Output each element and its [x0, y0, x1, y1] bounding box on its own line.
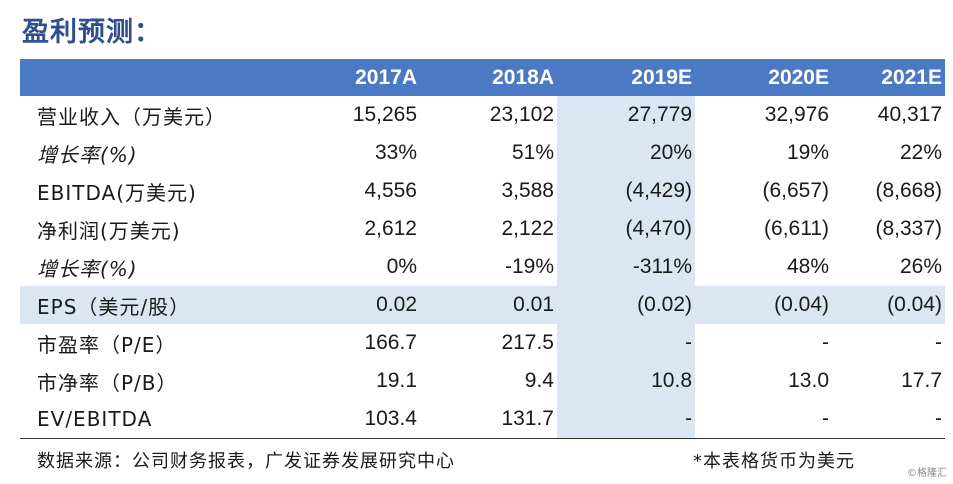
table-cell: 4,556 [364, 179, 417, 202]
table-cell: (6,611) [764, 217, 829, 240]
header-cell-label [20, 59, 295, 96]
row-label: EV/EBITDA [20, 400, 295, 439]
table-cell: - [557, 400, 695, 439]
table-cell: 20% [557, 134, 695, 172]
row-label: EBITDA(万美元) [37, 180, 197, 205]
table-cell: 0.01 [420, 286, 557, 324]
row-label: 市盈率（P/E） [37, 332, 177, 357]
table-cell: 33% [374, 141, 417, 164]
table-cell: 19% [786, 141, 829, 164]
table-cell: 23,102 [489, 103, 554, 126]
row-label: EPS（美元/股） [20, 286, 295, 324]
table-cell: 15,265 [352, 103, 417, 126]
table-cell: 48% [786, 255, 829, 278]
table-cell: 0% [386, 255, 417, 278]
table-cell: 0.02 [295, 286, 420, 324]
header-cell-2020e: 2020E [768, 65, 829, 89]
row-label: 增长率(%) [37, 256, 138, 281]
table-cell: (4,470) [557, 210, 695, 248]
table-cell: -311% [557, 248, 695, 286]
table-row-revenue-growth: 增长率(%) 33% 51% 20% 19% 22% [20, 134, 945, 172]
header-cell-2017a: 2017A [355, 65, 417, 89]
table-cell: 17.7 [901, 369, 942, 392]
table-cell: 10.8 [557, 362, 695, 400]
table-row-ev-ebitda: EV/EBITDA 103.4 131.7 - - - [20, 400, 945, 439]
table-cell: 19.1 [376, 369, 417, 392]
page-title: 盈利预测： [22, 17, 162, 48]
table-cell: 3,588 [501, 179, 554, 202]
header-cell-2021e: 2021E [881, 65, 942, 89]
table-cell: (0.02) [557, 286, 695, 324]
table-cell: 103.4 [295, 400, 420, 439]
table-cell: 2,122 [501, 217, 554, 240]
table-cell: 166.7 [364, 331, 417, 354]
table-cell: -19% [504, 255, 554, 278]
table-row-pb: 市净率（P/B） 19.1 9.4 10.8 13.0 17.7 [20, 362, 945, 400]
table-cell: 2,612 [364, 217, 417, 240]
table-cell: (8,337) [875, 217, 942, 240]
table-cell: 22% [899, 141, 942, 164]
table-row-ebitda: EBITDA(万美元) 4,556 3,588 (4,429) (6,657) … [20, 172, 945, 210]
table-cell: (0.04) [832, 286, 945, 324]
table-row-revenue: 营业收入（万美元） 15,265 23,102 27,779 32,976 40… [20, 96, 945, 134]
table-cell: - [822, 331, 829, 354]
table-cell: 13.0 [788, 369, 829, 392]
table-cell: (4,429) [557, 172, 695, 210]
header-cell-2019e: 2019E [631, 65, 692, 89]
table-row-net-profit: 净利润(万美元) 2,612 2,122 (4,470) (6,611) (8,… [20, 210, 945, 248]
table-cell: - [695, 400, 832, 439]
table-cell: 131.7 [420, 400, 557, 439]
table-cell: - [935, 331, 942, 354]
table-cell: 40,317 [877, 103, 942, 126]
table-row-profit-growth: 增长率(%) 0% -19% -311% 48% 26% [20, 248, 945, 286]
header-cell-2018a: 2018A [492, 65, 554, 89]
forecast-table-container: 2017A 2018A 2019E 2020E 2021E 营业收入（万美元） … [20, 59, 945, 439]
table-cell: - [832, 400, 945, 439]
watermark: ©格隆汇 [907, 468, 947, 479]
currency-note: *本表格货币为美元 [693, 451, 855, 472]
row-label: 营业收入（万美元） [37, 104, 226, 129]
table-cell: 27,779 [557, 96, 695, 134]
table-cell: 32,976 [764, 103, 829, 126]
forecast-table: 2017A 2018A 2019E 2020E 2021E 营业收入（万美元） … [20, 59, 945, 439]
row-label: 增长率(%) [37, 142, 138, 167]
table-cell: - [557, 324, 695, 362]
table-header-row: 2017A 2018A 2019E 2020E 2021E [20, 59, 945, 96]
table-row-eps: EPS（美元/股） 0.02 0.01 (0.02) (0.04) (0.04) [20, 286, 945, 324]
table-cell: 9.4 [524, 369, 554, 392]
row-label: 市净率（P/B） [37, 370, 178, 395]
table-cell: 51% [511, 141, 554, 164]
table-cell: 26% [899, 255, 942, 278]
table-cell: 217.5 [501, 331, 554, 354]
table-cell: (6,657) [762, 179, 829, 202]
table-cell: (0.04) [695, 286, 832, 324]
table-cell: (8,668) [875, 179, 942, 202]
row-label: 净利润(万美元) [37, 218, 181, 243]
source-note: 数据来源：公司财务报表，广发证券发展研究中心 [37, 451, 455, 472]
table-row-pe: 市盈率（P/E） 166.7 217.5 - - - [20, 324, 945, 362]
